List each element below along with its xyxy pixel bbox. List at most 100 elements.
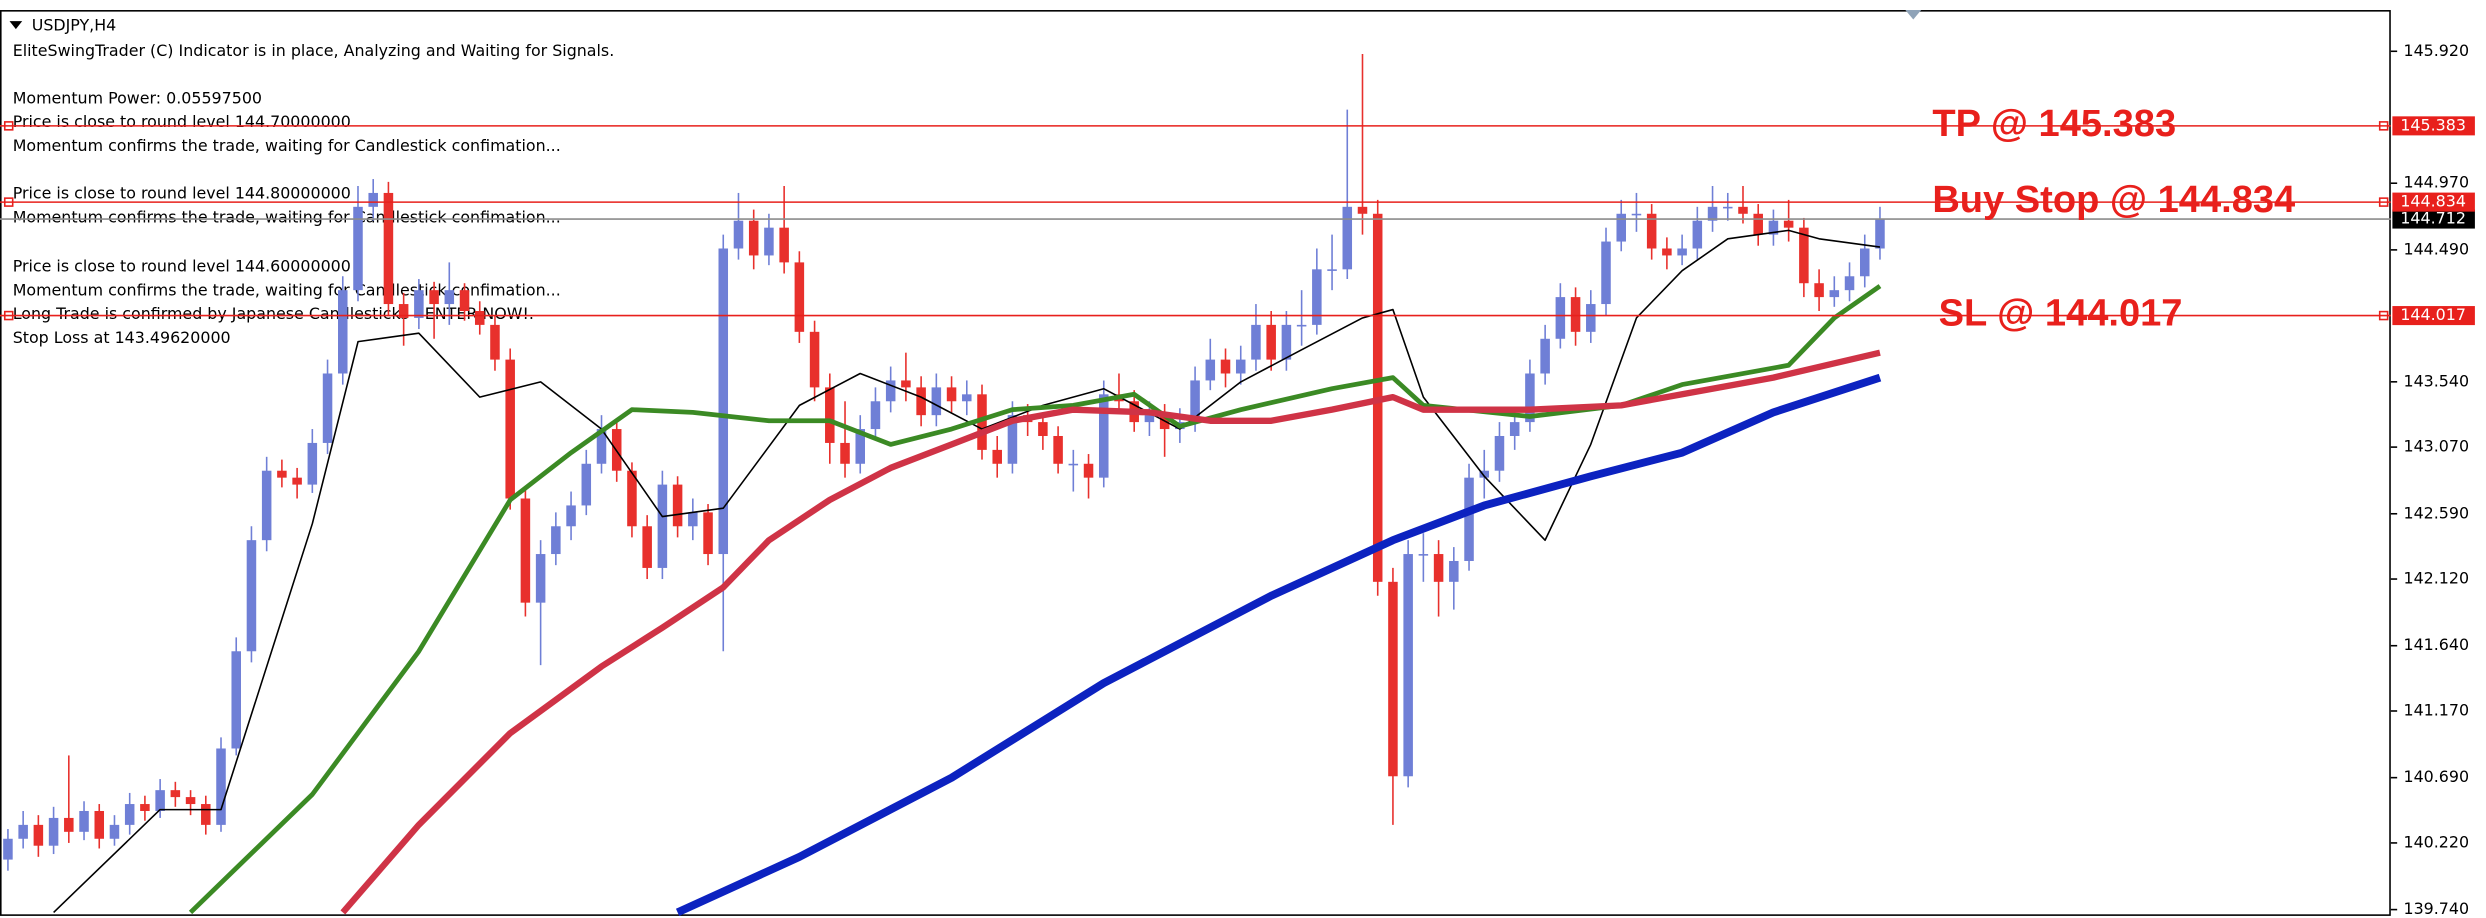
candle-body <box>383 192 394 305</box>
candle-body <box>490 324 500 360</box>
candle-body <box>1281 324 1292 360</box>
candle-body <box>1662 248 1672 256</box>
candle-body <box>1038 422 1048 436</box>
candle-body <box>1144 415 1155 423</box>
candle-body <box>1083 463 1094 478</box>
candle-body <box>444 290 455 305</box>
y-tick-label: 142.120 <box>2404 569 2470 588</box>
candle-body <box>748 220 759 256</box>
candle-body <box>1509 422 1520 436</box>
annotation: Price is close to round level 144.800000… <box>13 184 351 203</box>
candle-body <box>322 373 333 443</box>
level-price-label: 144.834 <box>2400 192 2466 211</box>
candle-body <box>1859 248 1870 277</box>
level-anchor <box>2378 121 2389 131</box>
candle-body <box>398 304 409 318</box>
y-tick-label: 143.070 <box>2404 437 2470 456</box>
candle-body <box>140 804 150 811</box>
annotation: Stop Loss at 143.49620000 <box>13 328 231 347</box>
candle-body <box>581 463 592 506</box>
candle-body <box>642 526 652 568</box>
level-price-label: 145.383 <box>2400 115 2466 134</box>
candle-body <box>1357 206 1368 214</box>
candle-body <box>1844 276 1855 291</box>
candle-body <box>885 380 896 402</box>
y-tick-label: 144.490 <box>2404 239 2470 258</box>
candle-body <box>1601 241 1611 305</box>
candle-body <box>1251 324 1261 360</box>
level-anchor <box>2378 310 2389 321</box>
moving-average-line <box>340 349 1881 915</box>
candle-body <box>1098 394 1109 478</box>
candle-body <box>201 804 211 825</box>
candle-body <box>1494 435 1505 471</box>
candle-body <box>566 505 576 527</box>
plot-frame <box>0 10 2391 916</box>
candle-body <box>18 824 28 839</box>
candle-body <box>246 540 257 652</box>
candle-body <box>946 387 957 402</box>
y-tick-label: 139.740 <box>2404 899 2470 918</box>
candle-body <box>1296 324 1307 327</box>
y-tick-label: 142.590 <box>2404 503 2470 522</box>
candle-body <box>1388 581 1398 777</box>
candle-body <box>185 797 196 805</box>
candle-body <box>1525 373 1535 423</box>
candle-body <box>596 429 607 464</box>
candle-body <box>505 359 515 499</box>
candle-body <box>429 290 439 305</box>
candle-body <box>1190 380 1200 423</box>
candle-body <box>1768 220 1779 235</box>
candle-body <box>627 470 637 527</box>
candle-body <box>1220 359 1231 374</box>
candle-body <box>277 470 287 478</box>
annotation: EliteSwingTrader (C) Indicator is in pla… <box>13 41 615 60</box>
candle-body <box>1342 206 1353 270</box>
y-tick-label: 145.920 <box>2404 41 2470 60</box>
candle-body <box>870 401 881 430</box>
candle-body <box>292 477 302 485</box>
collapse-arrow[interactable] <box>9 21 23 30</box>
annotation: Momentum confirms the trade, waiting for… <box>13 280 561 299</box>
candle-body <box>535 554 546 603</box>
candle-body <box>261 470 272 541</box>
level-label: TP @ 145.383 <box>1932 103 2176 145</box>
candle-body <box>1403 554 1413 777</box>
candle-body <box>825 387 835 443</box>
y-tick-label: 143.540 <box>2404 371 2470 390</box>
level-anchor <box>3 197 14 207</box>
candle-body <box>672 484 683 527</box>
level-price-box <box>2392 192 2475 212</box>
candle-body <box>1159 415 1170 430</box>
candle-body <box>794 262 805 332</box>
level-price-box <box>2392 306 2475 326</box>
candle-body <box>1205 359 1216 381</box>
annotation: Long Trade is confirmed by Japanese Cand… <box>13 304 534 323</box>
candle-body <box>1586 304 1596 332</box>
y-tick-label: 140.220 <box>2404 832 2470 851</box>
candle-body <box>1418 554 1429 556</box>
candle-body <box>931 387 942 416</box>
candle-body <box>855 429 866 464</box>
chart-title: USDJPY,H4 <box>32 15 117 34</box>
candle-body <box>1312 269 1322 325</box>
candle-body <box>1570 297 1581 332</box>
annotation: Price is close to round level 144.600000… <box>13 257 351 276</box>
candle-body <box>1692 220 1703 249</box>
candle-body <box>520 498 531 603</box>
level-label: SL @ 144.017 <box>1939 293 2183 335</box>
candle-body <box>1783 220 1794 228</box>
moving-average-line <box>53 229 1881 913</box>
candle-body <box>414 290 424 318</box>
candle-body <box>109 824 120 839</box>
candle-body <box>1433 554 1444 582</box>
candle-body <box>64 817 74 832</box>
y-tick-label: 141.640 <box>2404 635 2470 654</box>
candle-body <box>992 449 1002 464</box>
candle-body <box>1479 470 1490 478</box>
candle-body <box>94 810 105 839</box>
candle-body <box>1631 213 1642 216</box>
candle-body <box>1068 463 1079 466</box>
